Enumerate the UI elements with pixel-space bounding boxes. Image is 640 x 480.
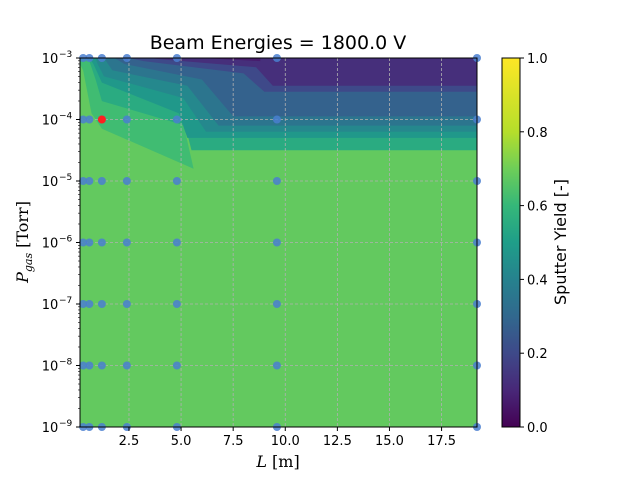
sample-point — [272, 300, 281, 308]
sample-point — [122, 300, 131, 308]
y-tick-exponent: −3 — [59, 50, 72, 60]
y-axis-unit: [Torr] — [13, 201, 32, 248]
sample-point — [272, 177, 281, 185]
sample-point — [85, 115, 94, 124]
x-tick-label: 5.0 — [171, 434, 192, 449]
sample-point — [122, 238, 131, 247]
x-tick-label: 10.0 — [271, 434, 300, 449]
y-tick-label: 10 — [42, 52, 59, 67]
y-tick-label: 10 — [42, 298, 59, 313]
y-tick-label: 10 — [42, 237, 59, 252]
axis-ticks: 2.5 5.0 7.5 10.0 12.5 15.0 17.510−910−810 −710−… — [42, 50, 456, 449]
x-tick-label: 7.5 — [223, 434, 244, 449]
y-tick-label: 10 — [42, 360, 59, 375]
sample-point — [85, 177, 94, 185]
y-tick-exponent: −7 — [59, 296, 72, 306]
sample-point — [97, 177, 106, 185]
sample-point — [79, 238, 88, 247]
sample-point — [85, 361, 94, 370]
colorbar-tick-label: 0.8 — [527, 126, 548, 141]
y-tick-exponent: −6 — [59, 235, 73, 245]
chart-title: Beam Energies = 1800.0 V — [150, 32, 407, 54]
x-tick-label: 17.5 — [427, 434, 456, 449]
sample-point — [172, 238, 181, 247]
sample-point — [172, 361, 181, 370]
sample-point — [272, 361, 281, 370]
sample-point — [97, 238, 106, 247]
colorbar-tick-label: 0.0 — [527, 421, 548, 436]
x-axis-label: L [m] — [255, 452, 299, 471]
y-axis-sub: gas — [22, 253, 35, 273]
sample-point — [85, 300, 94, 308]
y-tick-label: 10 — [42, 421, 59, 436]
x-axis-var: L — [255, 452, 267, 471]
sample-point — [85, 238, 94, 247]
sample-point — [97, 361, 106, 370]
colorbar-label: Sputter Yield [-] — [551, 179, 570, 305]
y-axis-label: Pgas [Torr] — [13, 201, 35, 284]
y-tick-exponent: −5 — [59, 173, 72, 183]
y-tick-exponent: −4 — [59, 112, 73, 122]
sample-point — [122, 177, 131, 185]
y-axis-var: P — [13, 272, 32, 284]
contour-region-7 — [149, 58, 477, 86]
sample-point — [272, 238, 281, 247]
colorbar-tick-label: 1.0 — [527, 52, 548, 67]
sample-points — [79, 54, 481, 431]
colorbar-tick-label: 0.6 — [527, 200, 548, 215]
y-tick-exponent: −9 — [59, 419, 73, 429]
x-tick-label: 2.5 — [119, 434, 140, 449]
colorbar-tick-label: 0.4 — [527, 273, 548, 288]
contour-region-8 — [170, 58, 477, 62]
y-tick-label: 10 — [42, 175, 59, 190]
sample-point — [172, 300, 181, 308]
x-axis-unit: [m] — [272, 452, 300, 471]
y-tick-exponent: −8 — [59, 358, 73, 368]
colorbar-frame — [501, 57, 521, 428]
sample-point — [79, 115, 88, 124]
colorbar-tick-label: 0.2 — [527, 347, 548, 362]
x-tick-label: 15.0 — [375, 434, 404, 449]
y-tick-label: 10 — [42, 114, 59, 129]
sample-point — [97, 300, 106, 308]
sample-point — [172, 177, 181, 185]
sample-point — [79, 177, 88, 185]
sample-point — [172, 115, 181, 124]
sample-point — [79, 361, 88, 370]
colorbar — [502, 58, 520, 427]
highlight-point — [97, 115, 106, 124]
sample-point — [122, 361, 131, 370]
sample-point — [122, 115, 131, 124]
x-tick-label: 12.5 — [323, 434, 352, 449]
sample-point — [79, 300, 88, 308]
sample-point — [272, 115, 281, 124]
colorbar-ticks: 0.0 0.2 0.4 0.6 0.8 1.0 — [520, 52, 548, 436]
